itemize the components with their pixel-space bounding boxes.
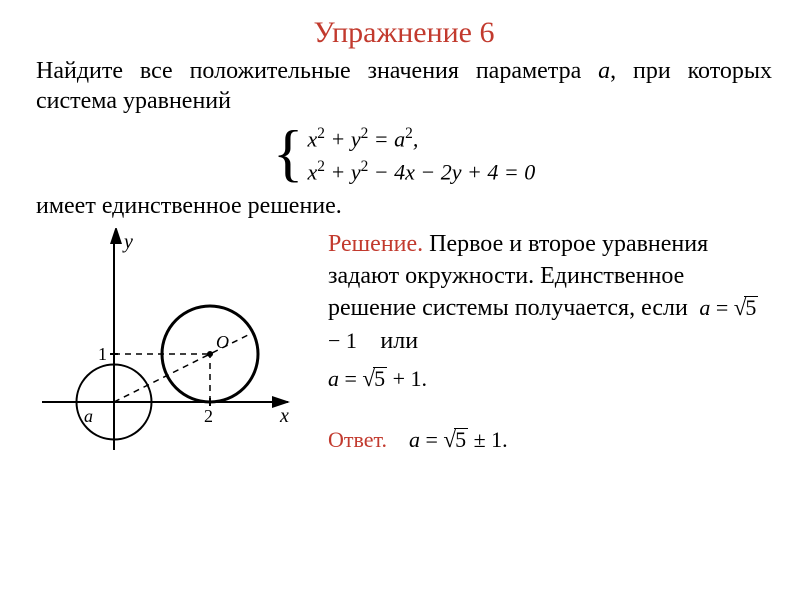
problem-param: a [598, 58, 610, 84]
has-unique-solution: имеет единственное решение. [36, 193, 772, 220]
or-word: или [374, 328, 418, 354]
equation-1: x2 + y2 = a2, [307, 122, 535, 155]
y-axis-label: y [122, 231, 133, 253]
y-tick-1: 1 [98, 344, 107, 364]
lower-section: y x 1 2 a O Решение. Первое и второе ура… [36, 228, 772, 458]
system-lines: x2 + y2 = a2, x2 + y2 − 4x − 2y + 4 = 0 [307, 122, 535, 189]
equation-2: x2 + y2 − 4x − 2y + 4 = 0 [307, 155, 535, 188]
dashed-radius-line [114, 332, 253, 402]
a-label: a [84, 406, 93, 426]
exercise-title: Упражнение 6 [36, 16, 772, 50]
answer-label: Ответ. [328, 427, 387, 452]
brace-icon: { [273, 121, 304, 185]
solution-text: Решение. Первое и второе уравнения задаю… [316, 228, 772, 458]
answer-expr: a = 5 ± 1. [409, 427, 508, 452]
x-axis-label: x [279, 405, 289, 427]
answer-row: Ответ. a = 5 ± 1. [328, 424, 772, 455]
x-tick-2: 2 [204, 406, 213, 426]
system-of-equations: { x2 + y2 = a2, x2 + y2 − 4x − 2y + 4 = … [36, 122, 772, 189]
diagram: y x 1 2 a O [36, 228, 316, 458]
page: Упражнение 6 Найдите все положительные з… [0, 0, 800, 600]
o-label: O [216, 332, 229, 352]
expr-a-plus: a = 5 + 1. [328, 366, 427, 391]
problem-statement: Найдите все положительные значения парам… [36, 56, 772, 116]
problem-text-1: Найдите все положительные значения парам… [36, 58, 598, 84]
solution-label: Решение. [328, 231, 423, 257]
geometry-diagram: y x 1 2 a O [36, 228, 296, 458]
